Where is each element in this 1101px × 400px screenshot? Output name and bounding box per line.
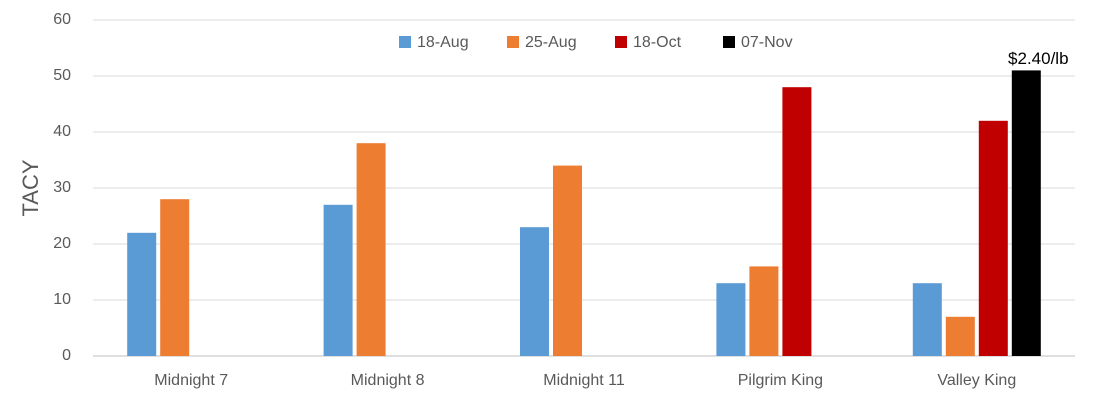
y-tick-label: 20	[53, 235, 71, 252]
y-axis-label: TACY	[18, 159, 43, 216]
x-tick-label: Valley King	[937, 372, 1016, 389]
bar	[945, 316, 975, 356]
legend-swatch	[507, 36, 519, 48]
bar	[553, 165, 582, 356]
bar	[912, 283, 942, 356]
y-tick-label: 10	[53, 291, 71, 308]
bar	[160, 199, 190, 356]
x-tick-label: Midnight 7	[154, 372, 228, 389]
y-tick-label: 50	[53, 67, 71, 84]
bar	[323, 204, 353, 356]
bar	[356, 143, 386, 356]
bar	[1011, 70, 1041, 357]
legend-label: 18-Oct	[633, 34, 682, 51]
annotation: $2.40/lb	[1008, 49, 1069, 68]
x-tick-label: Midnight 8	[351, 372, 425, 389]
x-tick-label: Pilgrim King	[738, 372, 823, 389]
legend-swatch	[723, 36, 735, 48]
y-tick-label: 30	[53, 179, 71, 196]
y-tick-label: 40	[53, 123, 71, 140]
legend-label: 25-Aug	[525, 34, 577, 51]
legend-swatch	[399, 36, 411, 48]
bar	[716, 283, 746, 356]
bar	[978, 120, 1008, 356]
x-tick-label: Midnight 11	[543, 372, 625, 389]
bar	[749, 266, 779, 356]
legend-label: 18-Aug	[417, 34, 469, 51]
y-tick-label: 0	[62, 347, 71, 364]
bar	[127, 232, 157, 356]
bar	[520, 227, 549, 356]
y-tick-label: 60	[53, 11, 71, 28]
bar	[782, 87, 812, 356]
legend-label: 07-Nov	[741, 34, 793, 51]
legend-swatch	[615, 36, 627, 48]
